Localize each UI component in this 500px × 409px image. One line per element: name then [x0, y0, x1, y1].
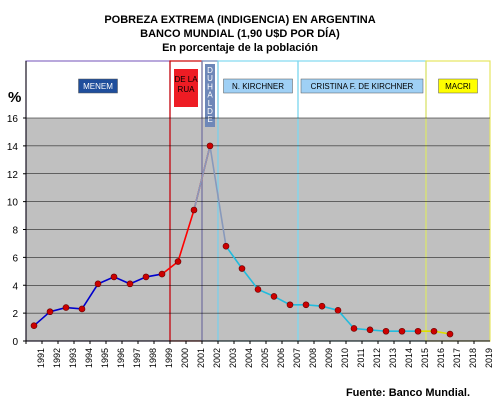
- data-point: [446, 330, 454, 338]
- period-label-box: [223, 78, 293, 94]
- period-label-box: [78, 78, 118, 94]
- period-label: N. KIRCHNER: [232, 82, 284, 91]
- data-point: [206, 142, 214, 150]
- x-tick-label: 2016: [436, 348, 446, 368]
- data-point: [430, 327, 438, 335]
- data-point: [78, 305, 86, 313]
- data-point: [62, 304, 70, 311]
- y-tick-label: 12: [7, 170, 19, 181]
- chart-title-line-2: BANCO MUNDIAL (1,90 U$D POR DÍA): [140, 27, 340, 40]
- x-tick-label: 2010: [340, 348, 350, 368]
- grid-lines: [26, 117, 490, 342]
- x-tick-label: 2001: [196, 348, 206, 368]
- data-point: [142, 273, 150, 281]
- x-tick-label: 2005: [260, 348, 270, 368]
- data-point: [238, 265, 246, 272]
- data-point: [94, 280, 102, 288]
- source-note: Fuente: Banco Mundial.: [346, 387, 470, 399]
- data-point: [158, 270, 166, 278]
- period-label: L: [208, 99, 213, 108]
- y-tick-label: 16: [7, 114, 19, 125]
- x-tick-label: 2003: [228, 348, 238, 368]
- x-tick-label: 1991: [36, 348, 46, 368]
- data-point: [318, 302, 326, 310]
- data-points: [30, 142, 454, 338]
- period-label: RUA: [178, 85, 196, 94]
- data-point: [126, 280, 134, 288]
- period-label-box: [438, 78, 478, 94]
- data-point: [190, 206, 198, 214]
- period-label: A: [207, 91, 213, 100]
- period-label-box: [205, 64, 215, 127]
- period-label: MENEM: [83, 82, 113, 91]
- x-tick-label: 1992: [52, 348, 62, 368]
- x-tick-label: 1998: [148, 348, 158, 368]
- x-tick-label: 2000: [180, 348, 190, 368]
- axes: 0 2 4 6 8 10 12 14 16 1991 1992 1993 1994 1995 1996 199…: [7, 61, 494, 368]
- x-tick-label: 2008: [308, 348, 318, 368]
- x-tick-label: 2013: [388, 348, 398, 368]
- period-label: D: [207, 107, 213, 116]
- period-label: E: [207, 115, 212, 124]
- data-point: [286, 301, 294, 309]
- period-label-box: [300, 78, 424, 94]
- x-tick-label: 1995: [100, 348, 110, 368]
- x-tick-label: 2018: [468, 348, 478, 368]
- x-tick-label: 1997: [132, 348, 142, 368]
- data-point: [382, 327, 390, 335]
- data-point: [46, 308, 54, 316]
- data-point: [398, 327, 406, 335]
- x-tick-label: 2002: [212, 348, 222, 368]
- data-point: [350, 325, 358, 332]
- y-tick-label: 10: [7, 198, 19, 209]
- x-tick-label: 2009: [324, 348, 334, 368]
- y-axis-unit-label: %: [8, 89, 21, 106]
- x-tick-label: 2017: [452, 348, 462, 368]
- x-tick-label: 1999: [164, 348, 174, 368]
- x-tick-label: 2019: [484, 348, 494, 368]
- period-label: D: [207, 66, 213, 75]
- x-tick-label: 2014: [404, 348, 414, 368]
- y-tick-label: 2: [12, 309, 18, 320]
- period-label: DE LA: [174, 75, 198, 84]
- plot-area: [26, 61, 490, 341]
- x-tick-label: 2006: [276, 348, 286, 368]
- x-tick-label: 1993: [68, 348, 78, 368]
- chart-title-line-1: POBREZA EXTREMA (INDIGENCIA) EN ARGENTIN…: [104, 14, 375, 26]
- period-label: MACRI: [445, 82, 471, 91]
- data-point: [174, 258, 182, 265]
- data-point: [254, 286, 262, 293]
- data-point: [366, 326, 374, 334]
- y-tick-label: 0: [12, 337, 18, 348]
- period-label: CRISTINA F. DE KIRCHNER: [311, 82, 414, 91]
- period-label: U: [207, 74, 213, 83]
- data-point: [222, 242, 230, 250]
- data-point: [302, 301, 310, 309]
- data-point: [334, 307, 342, 314]
- data-point: [110, 273, 118, 281]
- data-point: [30, 322, 38, 329]
- x-tick-label: 1994: [84, 348, 94, 368]
- x-tick-label: 2012: [372, 348, 382, 368]
- y-tick-label: 4: [12, 281, 18, 292]
- chart-subtitle: En porcentaje de la población: [162, 42, 318, 54]
- x-tick-label: 2015: [420, 348, 430, 368]
- period-label: H: [207, 82, 213, 91]
- x-tick-label: 2011: [356, 348, 366, 367]
- y-tick-label: 6: [12, 253, 18, 264]
- x-tick-label: 2007: [292, 348, 302, 368]
- x-tick-label: 1996: [116, 348, 126, 368]
- period-label-box: [174, 69, 198, 107]
- data-point: [414, 327, 422, 335]
- y-tick-label: 14: [7, 142, 19, 153]
- x-tick-label: 2004: [244, 348, 254, 368]
- y-tick-label: 8: [12, 226, 18, 237]
- data-point: [270, 293, 278, 300]
